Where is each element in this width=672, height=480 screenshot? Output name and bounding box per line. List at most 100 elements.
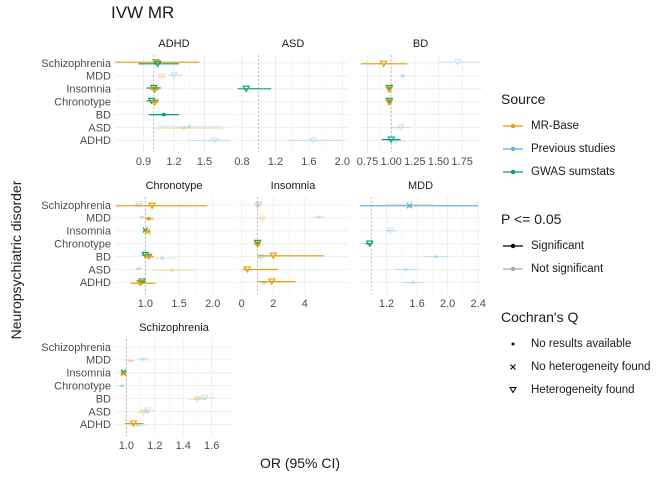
x-tick-label: 2 — [270, 298, 276, 310]
estimate-marker — [309, 137, 318, 145]
legend-key — [503, 266, 523, 271]
legend-label: Heterogeneity found — [531, 383, 635, 396]
panel-mdd: MDD 1.2 1.6 2.0 2.4 — [359, 180, 486, 310]
estimate-marker — [403, 267, 408, 272]
estimate-marker — [120, 369, 127, 375]
panel-asd: ASD 0.8 1.2 1.6 2.0 — [234, 38, 350, 168]
legend-item-significance: Significant — [501, 234, 603, 257]
y-tick-label: ASD — [88, 406, 111, 418]
x-tick-label: 1.2 — [268, 156, 283, 168]
y-tick-label: Chronotype — [54, 239, 111, 251]
legend-key — [503, 243, 523, 248]
x-tick-label: 1.25 — [404, 156, 425, 168]
estimate-marker — [253, 239, 262, 247]
y-tick-label: Schizophrenia — [41, 342, 112, 354]
panel-bd: BD 0.75 1.00 1.25 1.50 1.75 — [357, 38, 482, 168]
estimate-marker — [379, 60, 388, 68]
estimate-marker — [400, 74, 405, 78]
x-tick-label: 0.8 — [234, 156, 249, 168]
legend-key — [503, 169, 523, 174]
estimate-marker — [267, 278, 276, 286]
y-tick-label: Insomnia — [66, 84, 112, 96]
y-tick-label: Schizophrenia — [41, 200, 112, 212]
legend-heterogeneity-title: Cochran's Q — [501, 309, 579, 325]
estimate-marker — [391, 138, 400, 145]
x-tick-label: 1.50 — [428, 156, 449, 168]
legend-key — [503, 123, 523, 128]
panel-title: Insomnia — [271, 180, 317, 192]
legend-source: Source MR-Base Previous studies GWAS sumst… — [501, 91, 615, 183]
y-tick-label: MDD — [86, 213, 111, 225]
x-tick-label: 1.00 — [380, 156, 401, 168]
estimate-marker — [147, 97, 156, 105]
legend-key — [503, 146, 523, 151]
estimate-marker — [135, 423, 140, 428]
y-tick-label: ADHD — [80, 135, 111, 147]
panel-title: ASD — [282, 38, 305, 50]
legend-item-source: MR-Base — [501, 114, 615, 137]
x-tick-label: 2.0 — [205, 298, 220, 310]
x-tick-label: 1.75 — [451, 156, 472, 168]
estimate-marker — [453, 59, 462, 66]
estimate-marker — [434, 254, 439, 259]
panel-title: MDD — [408, 180, 433, 192]
estimate-marker — [261, 281, 266, 286]
estimate-marker — [138, 278, 146, 286]
panel-insomnia: Insomnia 0 2 4 — [237, 180, 349, 310]
estimate-marker — [143, 407, 152, 415]
estimate-marker — [242, 85, 251, 93]
x-tick-label: 4 — [302, 298, 308, 310]
y-tick-label: MDD — [86, 71, 111, 83]
panel-title: Schizophrenia — [139, 322, 210, 334]
x-tick-label: 1.6 — [409, 298, 424, 310]
y-tick-label: ASD — [88, 122, 111, 134]
legend-label: MR-Base — [531, 119, 579, 132]
x-tick-label: 1.5 — [171, 298, 186, 310]
estimate-marker — [385, 86, 394, 94]
y-tick-label: Chronotype — [54, 381, 111, 393]
x-tick-label: 1.0 — [138, 298, 153, 310]
estimate-marker — [317, 215, 321, 220]
legend-label: GWAS sumstats — [531, 165, 615, 178]
legend-label: Not significant — [531, 262, 604, 275]
estimate-marker — [141, 357, 146, 361]
estimate-marker — [243, 266, 252, 274]
y-tick-label: Insomnia — [66, 226, 112, 238]
panel-title: ADHD — [158, 38, 189, 50]
estimate-marker — [269, 252, 278, 260]
x-tick-label: 0.75 — [357, 156, 378, 168]
panel-title: BD — [413, 38, 428, 50]
x-tick-label: 2.0 — [335, 156, 350, 168]
legend-label: Previous studies — [531, 142, 616, 155]
estimate-marker — [139, 409, 148, 417]
estimate-marker — [120, 383, 125, 388]
estimate-marker — [365, 240, 374, 248]
x-tick-label: 0 — [239, 298, 245, 310]
legend-label: Significant — [531, 239, 585, 252]
estimate-marker — [253, 241, 262, 249]
panel-chronotype: Chronotype 1.0 1.5 2.0 SchizophreniaMDDInsom… — [41, 180, 233, 310]
estimate-marker — [150, 86, 159, 94]
panel-adhd: ADHD 0.9 1.2 1.5 SchizophreniaMDDInsomniaChr… — [41, 38, 233, 168]
x-tick-label: 1.2 — [379, 298, 394, 310]
estimate-marker — [160, 256, 165, 261]
estimate-marker — [406, 202, 413, 209]
estimate-marker — [396, 124, 405, 132]
x-tick-label: 1.2 — [147, 440, 162, 452]
estimate-marker — [150, 99, 159, 107]
legend-item-heterogeneity: No results available — [501, 332, 651, 355]
estimate-marker — [157, 73, 166, 81]
legend-item-significance: Not significant — [501, 257, 603, 280]
legend-item-heterogeneity: No heterogeneity found — [501, 355, 651, 378]
x-tick-label: 2.0 — [440, 298, 455, 310]
estimate-marker — [153, 60, 162, 68]
estimate-marker — [193, 396, 202, 404]
estimate-marker — [146, 216, 151, 221]
estimate-marker — [135, 280, 144, 287]
y-tick-label: MDD — [86, 355, 111, 367]
legend-significance: P <= 0.05 Significant Not significant — [501, 211, 603, 280]
y-tick-label: ADHD — [80, 419, 111, 431]
legend-heterogeneity: Cochran's Q No results available No heter… — [501, 309, 651, 401]
